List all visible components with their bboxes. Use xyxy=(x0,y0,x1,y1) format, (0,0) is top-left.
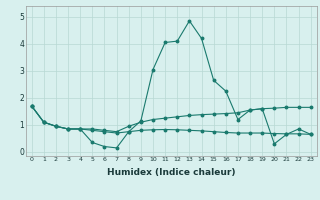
X-axis label: Humidex (Indice chaleur): Humidex (Indice chaleur) xyxy=(107,168,236,177)
